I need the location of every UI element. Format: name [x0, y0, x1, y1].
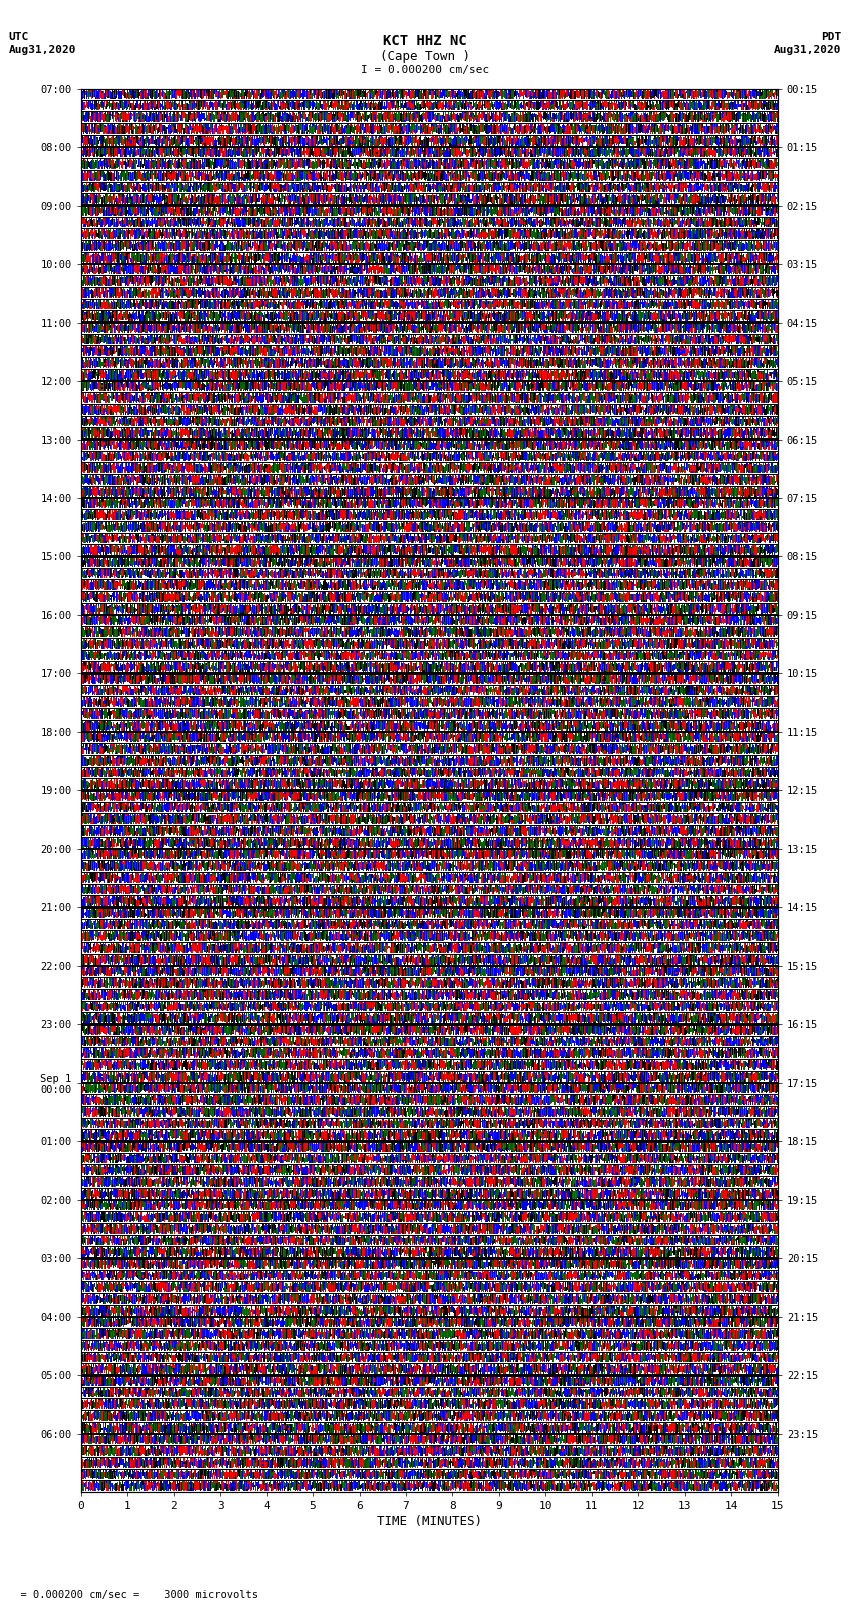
Text: I = 0.000200 cm/sec: I = 0.000200 cm/sec — [361, 65, 489, 74]
Text: KCT HHZ NC: KCT HHZ NC — [383, 34, 467, 48]
Text: = 0.000200 cm/sec =    3000 microvolts: = 0.000200 cm/sec = 3000 microvolts — [8, 1590, 258, 1600]
Text: Aug31,2020: Aug31,2020 — [774, 45, 842, 55]
Text: (Cape Town ): (Cape Town ) — [380, 50, 470, 63]
Text: UTC: UTC — [8, 32, 29, 42]
Text: PDT: PDT — [821, 32, 842, 42]
X-axis label: TIME (MINUTES): TIME (MINUTES) — [377, 1515, 482, 1528]
Text: Aug31,2020: Aug31,2020 — [8, 45, 76, 55]
